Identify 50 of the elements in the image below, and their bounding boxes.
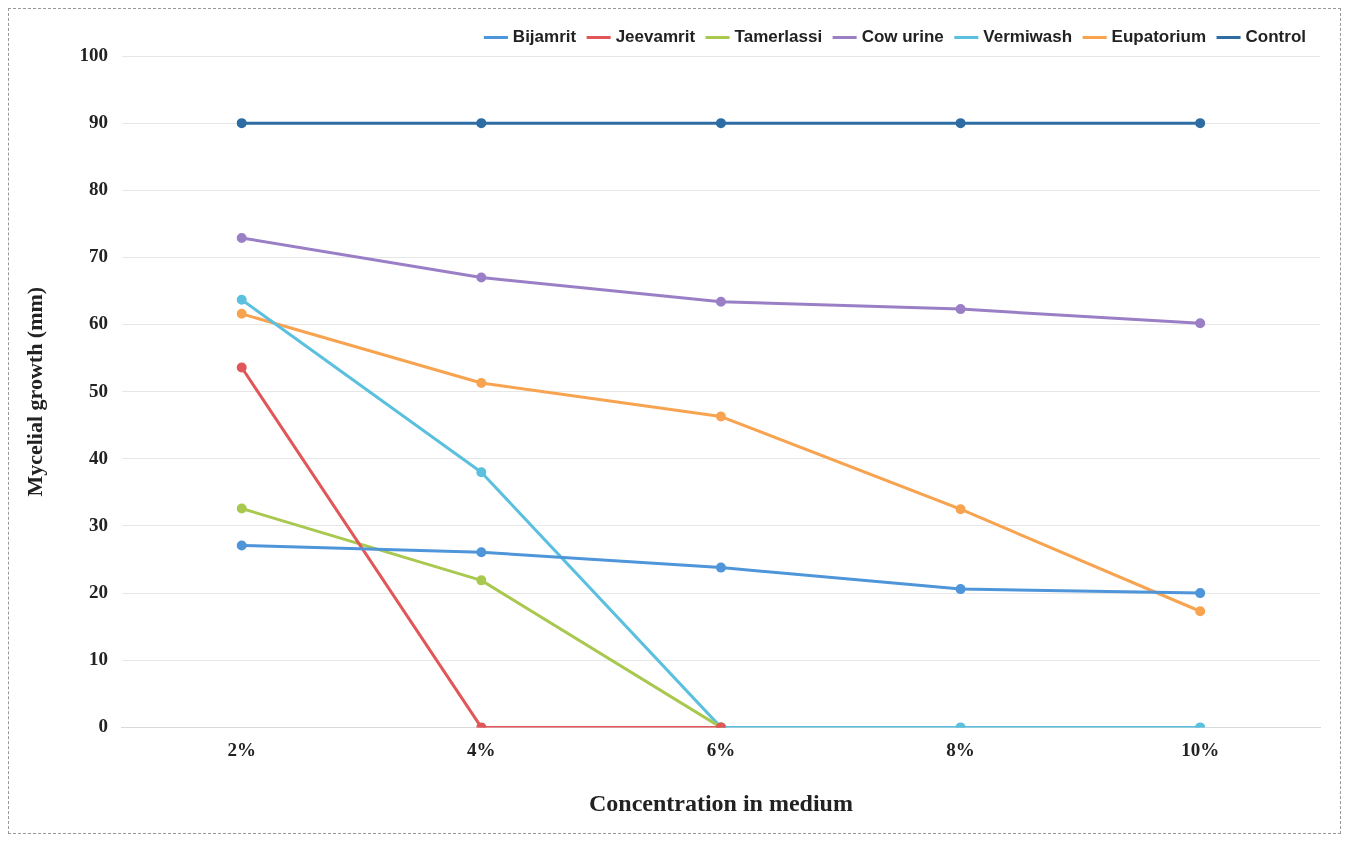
y-tick-label: 30: [88, 513, 108, 535]
point: [236, 294, 247, 305]
point: [955, 304, 966, 315]
y-tick-label: 10: [88, 648, 108, 670]
point: [236, 118, 247, 129]
legend-label: Control: [1245, 27, 1307, 47]
point: [236, 362, 247, 373]
point: [236, 308, 247, 319]
y-axis-title: Mycelial growth (mm): [21, 286, 47, 497]
y-tick-label: 100: [79, 43, 108, 65]
point: [955, 584, 966, 595]
point: [236, 503, 247, 514]
x-axis-title: Concentration in medium: [588, 789, 853, 816]
legend-label: Bijamrit: [512, 27, 577, 47]
y-tick-label: 0: [98, 715, 108, 737]
x-tick-label: 10%: [1181, 738, 1220, 760]
point: [715, 296, 726, 307]
point: [1195, 118, 1206, 129]
point: [715, 118, 726, 129]
point: [1195, 588, 1206, 599]
point: [1195, 318, 1206, 329]
point: [955, 118, 966, 129]
point: [715, 411, 726, 422]
point: [236, 540, 247, 551]
point: [476, 118, 487, 129]
y-tick-label: 40: [88, 446, 108, 468]
point: [476, 467, 487, 478]
point: [476, 272, 487, 283]
y-tick-label: 80: [88, 178, 108, 200]
x-tick-label: 6%: [706, 738, 736, 760]
legend-label: Eupatorium: [1111, 27, 1207, 47]
legend-label: Tamerlassi: [734, 27, 823, 47]
x-tick-label: 8%: [946, 738, 975, 760]
legend-label: Cow urine: [861, 27, 944, 47]
point: [236, 232, 247, 243]
y-tick-label: 50: [88, 379, 108, 401]
y-tick-label: 90: [88, 111, 108, 133]
legend-label: Jeevamrit: [615, 27, 696, 47]
x-tick-label: 4%: [467, 738, 496, 760]
point: [476, 575, 487, 586]
point: [1195, 606, 1206, 617]
x-tick-label: 2%: [227, 738, 256, 760]
y-tick-label: 20: [88, 581, 108, 603]
point: [476, 547, 487, 558]
point: [955, 504, 966, 515]
legend-label: Vermiwash: [983, 27, 1073, 47]
y-tick-label: 60: [88, 312, 108, 334]
y-tick-label: 70: [88, 245, 108, 267]
point: [476, 377, 487, 388]
point: [715, 562, 726, 573]
